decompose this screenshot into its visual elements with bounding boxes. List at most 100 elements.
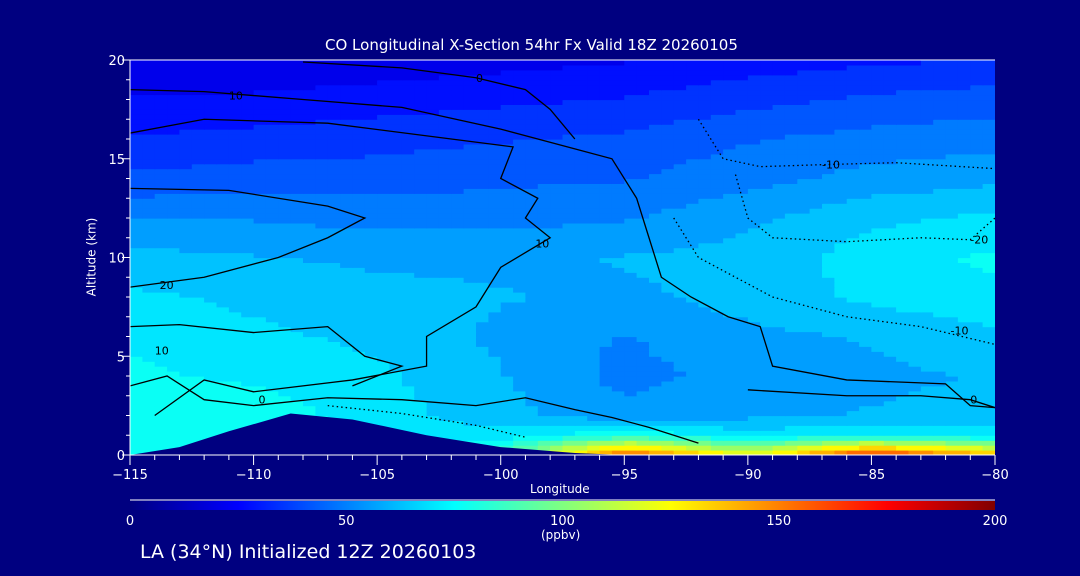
heatmap-cell	[723, 292, 737, 298]
heatmap-cell	[908, 168, 922, 175]
heatmap-cell	[896, 193, 910, 199]
heatmap-cell	[957, 346, 971, 352]
heatmap-cell	[476, 292, 489, 298]
heatmap-cell	[204, 213, 218, 219]
heatmap-cell	[710, 247, 724, 254]
heatmap-cell	[723, 316, 737, 323]
heatmap-cell	[426, 380, 440, 387]
heatmap-cell	[525, 356, 539, 362]
heatmap-cell	[784, 168, 798, 175]
heatmap-cell	[228, 247, 242, 254]
heatmap-cell	[574, 331, 588, 338]
heatmap-cell	[747, 114, 761, 120]
heatmap-cell	[513, 124, 527, 130]
heatmap-cell	[624, 361, 638, 367]
heatmap-cell	[130, 252, 143, 259]
heatmap-cell	[241, 153, 255, 160]
heatmap-cell	[723, 188, 737, 194]
heatmap-cell	[537, 331, 551, 338]
heatmap-cell	[624, 198, 638, 204]
heatmap-cell	[945, 104, 959, 110]
heatmap-cell	[649, 435, 662, 441]
heatmap-cell	[167, 148, 181, 155]
heatmap-cell	[686, 252, 700, 259]
heatmap-cell	[649, 282, 662, 288]
heatmap-cell	[710, 188, 724, 194]
heatmap-cell	[871, 440, 885, 446]
heatmap-cell	[784, 173, 798, 180]
heatmap-cell	[228, 178, 242, 184]
heatmap-cell	[933, 148, 947, 155]
heatmap-cell	[957, 301, 971, 308]
heatmap-cell	[772, 395, 786, 402]
heatmap-cell	[191, 390, 205, 397]
heatmap-cell	[327, 257, 341, 263]
heatmap-cell	[179, 252, 193, 259]
heatmap-cell	[488, 272, 502, 278]
heatmap-cell	[661, 153, 675, 160]
heatmap-cell	[476, 139, 489, 145]
heatmap-cell	[228, 99, 242, 105]
heatmap-cell	[611, 430, 625, 436]
heatmap-cell	[451, 311, 465, 318]
heatmap-cell	[253, 99, 267, 105]
heatmap-cell	[216, 361, 230, 367]
heatmap-cell	[957, 420, 971, 426]
heatmap-cell	[451, 341, 465, 347]
heatmap-cell	[154, 114, 168, 120]
heatmap-cell	[735, 139, 749, 145]
heatmap-cell	[797, 109, 811, 115]
heatmap-cell	[142, 178, 156, 184]
heatmap-cell	[303, 143, 316, 150]
heatmap-cell	[772, 188, 786, 194]
heatmap-cell	[463, 252, 477, 259]
heatmap-cell	[649, 430, 662, 436]
heatmap-cell	[809, 440, 823, 446]
heatmap-cell	[562, 376, 576, 382]
heatmap-cell	[760, 247, 774, 254]
heatmap-cell	[760, 218, 774, 224]
heatmap-cell	[624, 158, 638, 165]
heatmap-cell	[957, 410, 971, 417]
heatmap-cell	[327, 366, 341, 372]
heatmap-cell	[352, 148, 366, 155]
heatmap-cell	[933, 351, 947, 357]
heatmap-cell	[315, 346, 329, 352]
heatmap-cell	[982, 124, 995, 130]
heatmap-cell	[253, 178, 267, 184]
heatmap-cell	[438, 366, 452, 372]
heatmap-cell	[908, 430, 922, 436]
heatmap-cell	[982, 361, 995, 367]
heatmap-cell	[550, 311, 564, 318]
heatmap-cell	[920, 361, 934, 367]
heatmap-cell	[723, 198, 737, 204]
heatmap-cell	[377, 282, 391, 288]
heatmap-cell	[822, 242, 835, 249]
heatmap-cell	[130, 316, 143, 323]
heatmap-cell	[463, 292, 477, 298]
heatmap-cell	[191, 331, 205, 338]
heatmap-cell	[686, 331, 700, 338]
heatmap-cell	[265, 168, 279, 175]
heatmap-cell	[957, 188, 971, 194]
heatmap-cell	[809, 420, 823, 426]
heatmap-cell	[451, 227, 465, 234]
heatmap-cell	[303, 208, 316, 214]
heatmap-cell	[179, 400, 193, 407]
heatmap-cell	[871, 316, 885, 323]
heatmap-cell	[438, 218, 452, 224]
heatmap-cell	[574, 297, 588, 303]
heatmap-cell	[513, 198, 527, 204]
heatmap-cell	[488, 168, 502, 175]
heatmap-cell	[204, 316, 218, 323]
heatmap-cell	[846, 173, 860, 180]
heatmap-cell	[957, 371, 971, 377]
heatmap-cell	[809, 331, 823, 338]
heatmap-cell	[154, 297, 168, 303]
heatmap-cell	[550, 267, 564, 273]
heatmap-cell	[723, 306, 737, 313]
heatmap-cell	[859, 415, 873, 421]
heatmap-cell	[537, 301, 551, 308]
heatmap-cell	[562, 222, 576, 229]
heatmap-cell	[933, 311, 947, 318]
